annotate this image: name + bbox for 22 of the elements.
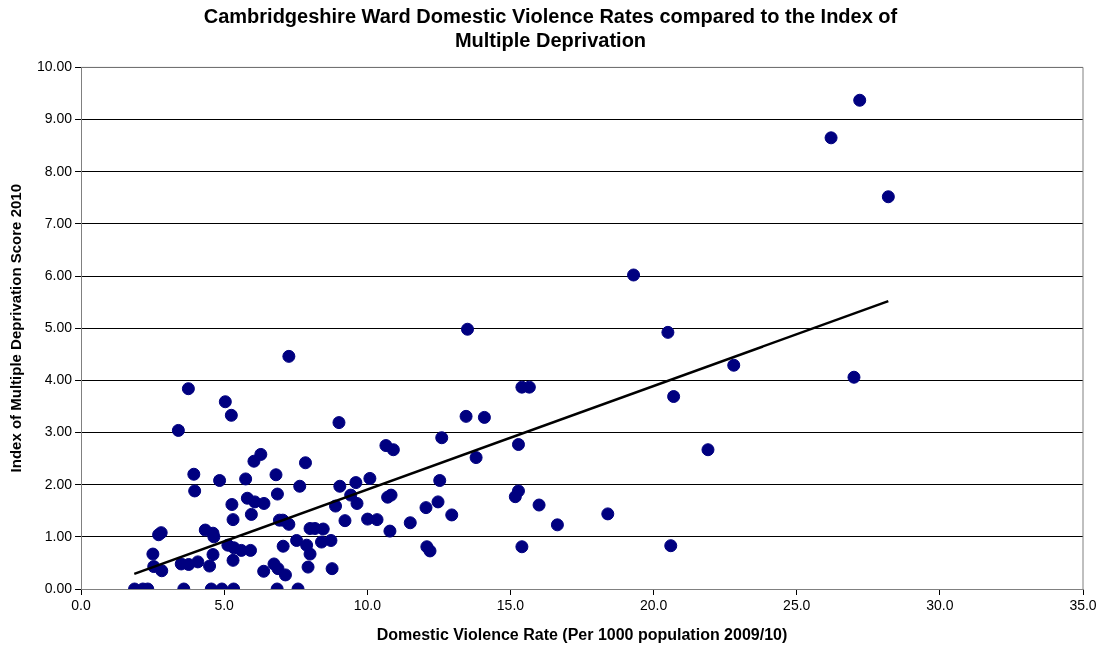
y-tick-label: 0.00 — [44, 579, 73, 596]
y-tick-label: 1.00 — [44, 527, 73, 544]
y-axis-title: Index of Multiple Deprivation Score 2010 — [7, 184, 25, 473]
y-tick-label: 2.00 — [44, 475, 73, 492]
y-tick-label: 8.00 — [44, 162, 73, 179]
y-tick-label: 10.00 — [36, 58, 73, 75]
x-tick-label: 5.0 — [214, 597, 235, 614]
y-tick-label: 4.00 — [44, 371, 73, 388]
x-tick-label: 30.0 — [926, 597, 954, 614]
y-tick-label: 6.00 — [44, 266, 73, 283]
x-tick-label: 15.0 — [496, 597, 525, 614]
x-tick-label: 25.0 — [783, 597, 811, 614]
y-tick-label: 7.00 — [44, 214, 73, 231]
y-tick-label: 3.00 — [44, 423, 73, 440]
y-tick-label: 5.00 — [44, 319, 73, 336]
x-tick-label: 20.0 — [639, 597, 668, 614]
x-tick-label: 10.0 — [353, 597, 382, 614]
y-tick-label: 9.00 — [44, 110, 73, 127]
x-axis-title: Domestic Violence Rate (Per 1000 population 2009/10) — [376, 625, 788, 643]
x-tick-label: 35.0 — [1069, 597, 1097, 614]
chart-title: Cambridgeshire Ward Domestic Violence Rates compared to the Index of Multiple Deprivation — [202, 4, 899, 52]
x-tick-label: 0.0 — [71, 597, 91, 614]
